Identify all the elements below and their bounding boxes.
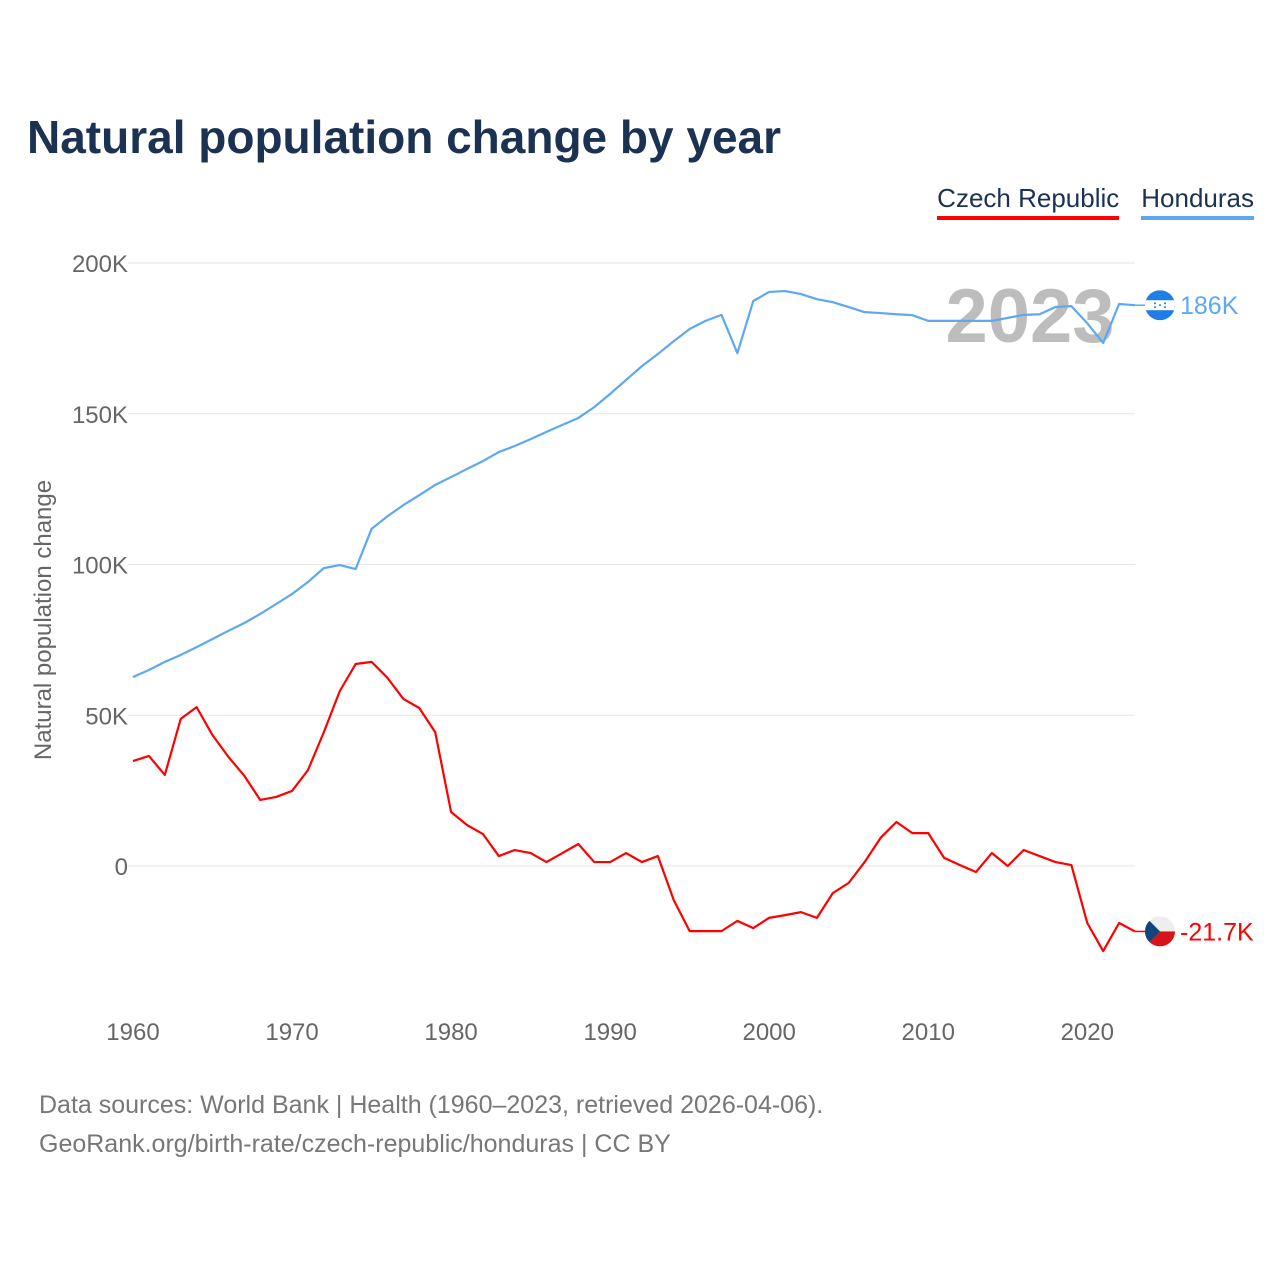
- x-tick-label: 2010: [902, 1019, 955, 1046]
- series-line-honduras: [132, 289, 1136, 678]
- flag-star: [1164, 306, 1166, 309]
- end-value-label: -21.7K: [1180, 918, 1254, 946]
- flag-star: [1154, 306, 1156, 309]
- flag-triangle: [1145, 916, 1160, 947]
- y-tick-label: 150K: [72, 402, 128, 429]
- y-axis-label: Natural population change: [30, 480, 57, 760]
- x-tick-label: 1970: [265, 1019, 318, 1046]
- legend-item-czech-republic[interactable]: Czech Republic: [937, 183, 1120, 220]
- flag: [1145, 290, 1175, 321]
- x-tick-label: 2000: [742, 1019, 795, 1046]
- y-tick-label: 100K: [72, 553, 128, 580]
- x-tick-label: 1980: [424, 1019, 477, 1046]
- flag: [1145, 916, 1175, 947]
- x-tick-label: 1990: [583, 1019, 636, 1046]
- year-watermark: 2023: [945, 274, 1114, 359]
- flag-star: [1159, 304, 1161, 307]
- y-tick-label: 200K: [72, 251, 128, 278]
- flag-star: [1154, 302, 1156, 305]
- flag-star: [1164, 302, 1166, 305]
- footer: Data sources: World Bank | Health (1960–…: [39, 1086, 823, 1164]
- x-tick-label: 2020: [1061, 1019, 1114, 1046]
- y-tick-label: 0: [115, 854, 128, 881]
- legend-item-honduras[interactable]: Honduras: [1141, 183, 1254, 220]
- legend: Czech Republic Honduras: [937, 183, 1254, 220]
- chart-title: Natural population change by year: [27, 111, 782, 163]
- data-sources: Data sources: World Bank | Health (1960–…: [39, 1091, 824, 1119]
- end-value-label: 186K: [1180, 292, 1239, 320]
- x-tick-label: 1960: [106, 1019, 159, 1046]
- honduras-flag-icon: [1145, 290, 1175, 321]
- series-line-czech-republic: [132, 660, 1136, 953]
- y-tick-label: 50K: [85, 703, 128, 730]
- source-link[interactable]: GeoRank.org/birth-rate/czech-republic/ho…: [39, 1130, 671, 1158]
- czech-flag-icon: [1145, 916, 1175, 947]
